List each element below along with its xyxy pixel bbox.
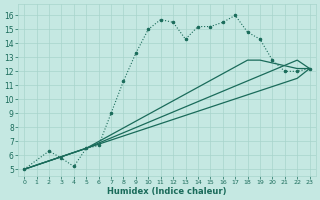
X-axis label: Humidex (Indice chaleur): Humidex (Indice chaleur) xyxy=(107,187,227,196)
